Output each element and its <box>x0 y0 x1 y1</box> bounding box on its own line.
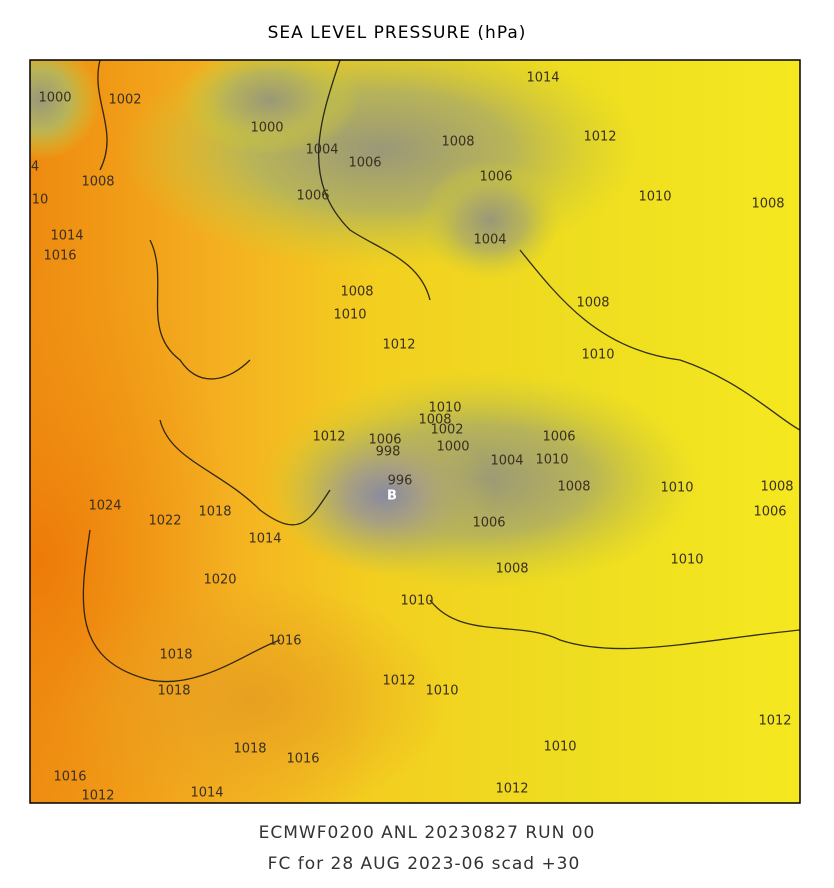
contour-label: 1006 <box>368 433 401 448</box>
contour-label: 1010 <box>543 740 576 755</box>
contour-label: 1008 <box>340 285 373 300</box>
contour-label: 1012 <box>495 782 528 797</box>
contour-label: 1016 <box>43 249 76 264</box>
map-title: SEA LEVEL PRESSURE (hPa) <box>268 23 527 43</box>
contour-label: 1010 <box>400 594 433 609</box>
contour-label: 1010 <box>535 453 568 468</box>
contour-label: 1006 <box>296 189 329 204</box>
contour-label: 1016 <box>53 770 86 785</box>
contour-label: 1002 <box>430 423 463 438</box>
contour-label: 1010 <box>581 348 614 363</box>
contour-label: 1008 <box>81 175 114 190</box>
contour-label: 1002 <box>108 93 141 108</box>
contour-label: 1014 <box>248 532 281 547</box>
footer-line: FC for 28 AUG 2023-06 scad +30 <box>268 854 581 874</box>
contour-label: 1018 <box>198 505 231 520</box>
contour-label: 1006 <box>542 430 575 445</box>
contour-label: 1018 <box>233 742 266 757</box>
contour-label: 1008 <box>576 296 609 311</box>
contour-label: 1014 <box>190 786 223 801</box>
contour-label: 1008 <box>418 413 451 428</box>
contour-label: 1000 <box>436 440 469 455</box>
footer-line: ECMWF0200 ANL 20230827 RUN 00 <box>259 823 596 843</box>
contour-label: 4 <box>31 160 39 175</box>
contour-label: 1000 <box>250 121 283 136</box>
contour-label: 1018 <box>159 648 192 663</box>
contour-label: 1018 <box>157 684 190 699</box>
contour-label: 1016 <box>268 634 301 649</box>
contour-label: 1012 <box>583 130 616 145</box>
contour-label: 1000 <box>38 91 71 106</box>
contour-label: 1010 <box>638 190 671 205</box>
contour-label: 1014 <box>50 229 83 244</box>
contour-label: 1014 <box>526 71 559 86</box>
contour-label: 1020 <box>203 573 236 588</box>
contour-label: 1012 <box>312 430 345 445</box>
contour-label: 996 <box>388 474 413 489</box>
map-frame <box>29 59 801 804</box>
contour-label: 998 <box>376 445 401 460</box>
contour-label: 1004 <box>305 143 338 158</box>
contour-label: 1008 <box>495 562 528 577</box>
contour-label: 1008 <box>751 197 784 212</box>
contour-label: 1010 <box>333 308 366 323</box>
contour-label: 1012 <box>81 789 114 804</box>
contour-label: 1012 <box>382 674 415 689</box>
contour-label: 1004 <box>490 454 523 469</box>
contour-label: 1010 <box>428 401 461 416</box>
contour-label: 1010 <box>425 684 458 699</box>
contour-label: 1012 <box>382 338 415 353</box>
contour-label: 1024 <box>88 499 121 514</box>
contour-label: 1008 <box>557 480 590 495</box>
contour-label: 10 <box>32 193 49 208</box>
contour-label: 1008 <box>760 480 793 495</box>
contour-label: 1010 <box>670 553 703 568</box>
contour-label: 1012 <box>758 714 791 729</box>
contour-label: 1006 <box>472 516 505 531</box>
contour-label: 1016 <box>286 752 319 767</box>
low-marker: B <box>387 489 397 504</box>
contour-label: 1006 <box>348 156 381 171</box>
pressure-field <box>30 60 800 803</box>
contour-label: 1008 <box>441 135 474 150</box>
contour-label: 1010 <box>660 481 693 496</box>
contour-label: 1006 <box>753 505 786 520</box>
contour-label: 1006 <box>479 170 512 185</box>
contour-label: 1004 <box>473 233 506 248</box>
contour-label: 1022 <box>148 514 181 529</box>
